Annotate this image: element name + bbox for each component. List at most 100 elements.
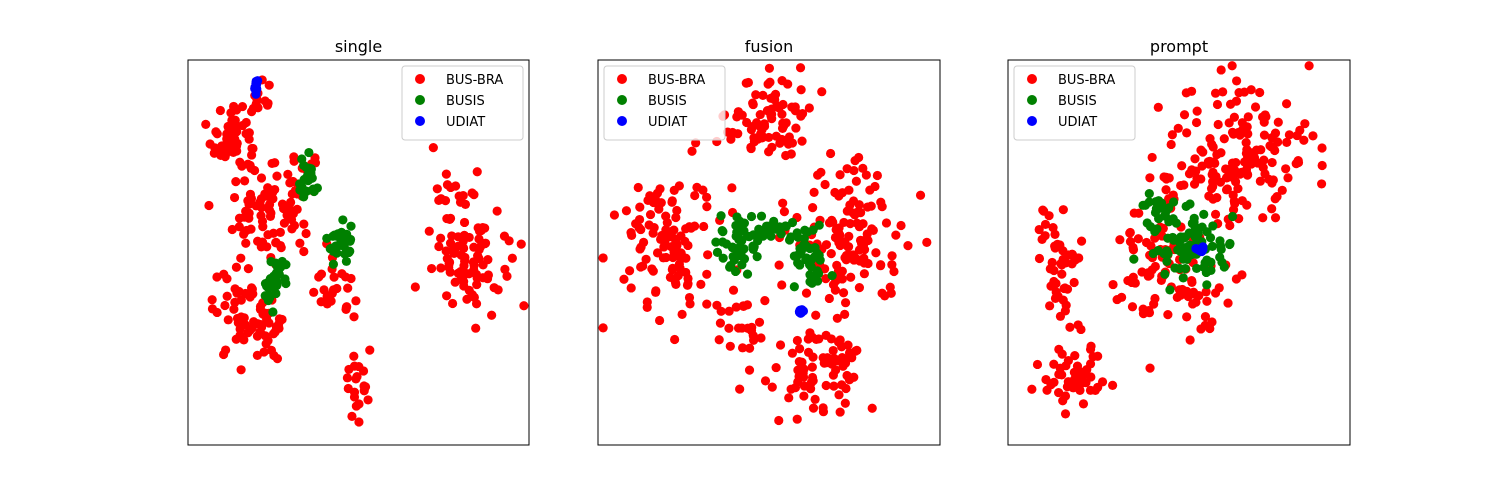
point-BUSIS (280, 274, 290, 284)
point-BUSIS (814, 220, 824, 230)
point-BUS-BRA (677, 309, 687, 319)
point-BUS-BRA (842, 164, 852, 174)
point-BUS-BRA (851, 176, 861, 186)
point-BUS-BRA (817, 87, 827, 97)
point-BUS-BRA (626, 283, 636, 293)
point-BUS-BRA (1316, 179, 1327, 189)
point-BUS-BRA (1204, 191, 1214, 201)
point-BUSIS (1168, 197, 1179, 207)
point-BUS-BRA (644, 220, 654, 230)
point-BUS-BRA (1093, 351, 1103, 361)
point-BUS-BRA (741, 78, 751, 88)
point-BUS-BRA (846, 272, 856, 282)
point-BUSIS (1207, 241, 1218, 252)
point-BUS-BRA (441, 169, 451, 179)
point-BUS-BRA (859, 269, 869, 279)
point-BUS-BRA (638, 261, 648, 271)
point-BUS-BRA (835, 240, 845, 251)
point-BUS-BRA (467, 290, 477, 300)
point-BUS-BRA (683, 279, 693, 289)
legend-marker-BUSIS (617, 95, 627, 105)
point-BUS-BRA (447, 298, 458, 309)
chart-panel-single: single BUS-BRA BUSIS UDIAT (187, 37, 530, 446)
point-BUS-BRA (229, 101, 239, 112)
point-BUS-BRA (724, 306, 734, 316)
point-BUS-BRA (1147, 152, 1157, 163)
point-BUSIS (1148, 248, 1158, 259)
point-BUS-BRA (1123, 275, 1133, 286)
point-BUS-BRA (840, 309, 850, 319)
point-BUS-BRA (832, 313, 842, 323)
point-BUSIS (1184, 228, 1194, 238)
point-UDIAT (1198, 244, 1208, 255)
point-BUS-BRA (1191, 297, 1201, 307)
point-BUS-BRA (794, 357, 804, 367)
point-BUS-BRA (1212, 192, 1222, 203)
point-BUS-BRA (1183, 291, 1193, 302)
point-BUS-BRA (1190, 154, 1200, 164)
point-BUS-BRA (668, 252, 678, 263)
point-BUSIS (304, 147, 314, 158)
point-BUS-BRA (244, 208, 254, 218)
point-BUSIS (1199, 209, 1209, 219)
point-BUSIS (1160, 269, 1170, 279)
point-BUSIS (331, 241, 341, 251)
point-BUS-BRA (1070, 351, 1080, 361)
point-BUSIS (795, 260, 805, 270)
point-BUSIS (712, 247, 723, 258)
point-BUS-BRA (244, 199, 254, 209)
point-BUS-BRA (835, 170, 845, 180)
point-BUS-BRA (1127, 302, 1138, 312)
point-BUS-BRA (714, 335, 724, 345)
point-BUS-BRA (227, 224, 237, 235)
point-UDIAT (795, 305, 805, 315)
point-BUS-BRA (1317, 160, 1327, 171)
point-BUS-BRA (1138, 309, 1149, 319)
point-BUS-BRA (816, 167, 826, 177)
point-BUS-BRA (1167, 130, 1177, 140)
point-BUS-BRA (424, 226, 434, 236)
point-BUS-BRA (811, 310, 821, 320)
point-BUS-BRA (716, 306, 726, 316)
point-BUS-BRA (492, 206, 502, 216)
point-BUS-BRA (458, 236, 468, 246)
point-BUS-BRA (727, 183, 737, 193)
point-BUS-BRA (838, 361, 848, 371)
point-BUS-BRA (1072, 361, 1083, 371)
point-BUS-BRA (756, 123, 766, 133)
point-BUS-BRA (349, 312, 359, 322)
point-BUS-BRA (826, 249, 836, 259)
point-BUS-BRA (821, 330, 831, 340)
panel-title: fusion (745, 37, 793, 56)
point-BUSIS (309, 186, 319, 197)
point-BUS-BRA (1241, 138, 1251, 148)
point-BUS-BRA (1137, 267, 1147, 277)
point-BUS-BRA (1052, 239, 1063, 249)
point-BUS-BRA (764, 132, 774, 143)
point-BUS-BRA (223, 315, 233, 325)
point-BUS-BRA (256, 173, 267, 183)
point-BUSIS (796, 244, 807, 254)
point-BUS-BRA (865, 185, 875, 195)
point-BUS-BRA (229, 124, 239, 134)
legend-marker-UDIAT (617, 116, 627, 126)
point-BUS-BRA (715, 318, 726, 328)
point-BUS-BRA (1054, 387, 1064, 398)
point-BUS-BRA (1058, 396, 1068, 406)
point-BUS-BRA (220, 300, 230, 311)
point-BUS-BRA (841, 383, 851, 394)
point-BUS-BRA (807, 362, 817, 372)
point-BUSIS (329, 230, 340, 240)
point-BUS-BRA (472, 167, 482, 177)
point-BUS-BRA (1304, 61, 1314, 71)
point-BUS-BRA (1129, 208, 1139, 218)
point-BUS-BRA (703, 250, 713, 260)
point-BUS-BRA (748, 98, 758, 108)
point-BUS-BRA (237, 101, 248, 112)
point-BUS-BRA (1281, 164, 1291, 174)
point-BUS-BRA (240, 176, 250, 186)
point-BUS-BRA (474, 226, 485, 236)
point-BUS-BRA (656, 234, 666, 244)
series-BUS-BRA (598, 63, 932, 426)
point-BUSIS (338, 215, 348, 225)
